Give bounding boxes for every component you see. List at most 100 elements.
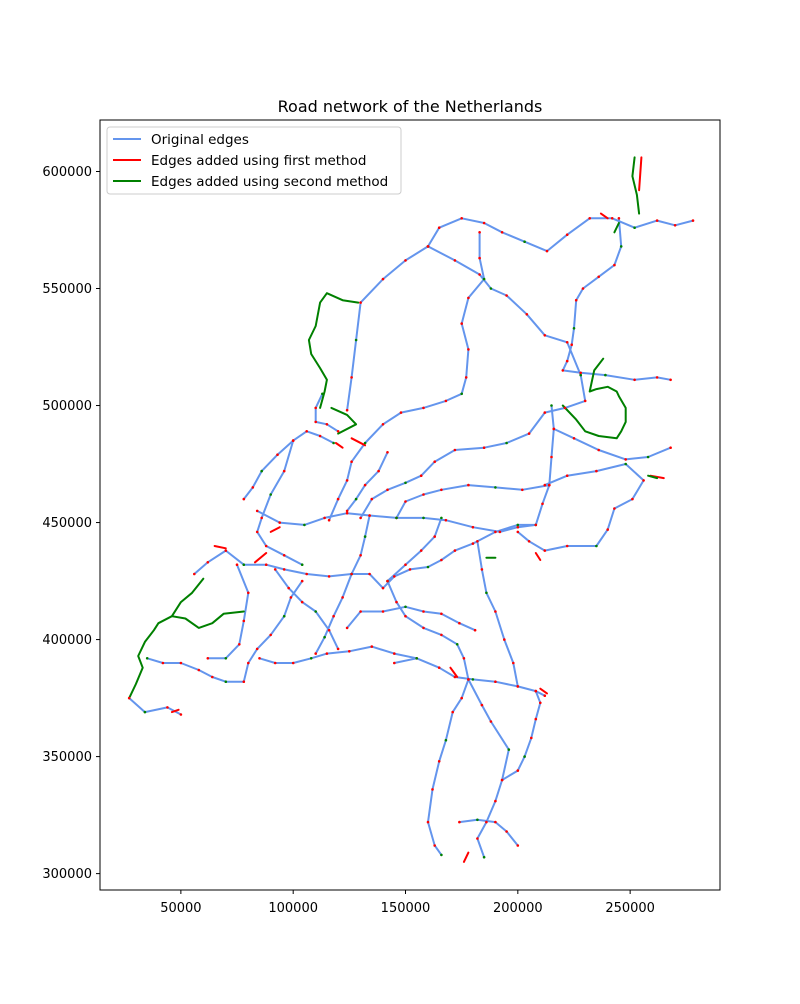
vertex-marker [581, 287, 585, 290]
vertex-marker [404, 500, 407, 503]
vertex-marker [314, 610, 318, 613]
original-edge [386, 580, 470, 856]
vertex-marker [145, 657, 149, 660]
vertex-marker [453, 675, 457, 679]
vertex-marker [467, 296, 470, 300]
vertex-marker [433, 460, 437, 464]
vertex-marker [669, 378, 672, 382]
vertex-marker [471, 542, 475, 545]
vertex-marker [321, 392, 324, 396]
vertex-marker [597, 275, 600, 279]
vertex-marker [437, 666, 441, 669]
vertex-marker [345, 479, 349, 482]
vertex-marker [572, 327, 576, 330]
original-edge [256, 404, 555, 533]
second-method-edge [561, 357, 627, 440]
vertex-marker [545, 249, 549, 253]
vertex-marker [242, 619, 246, 623]
vertex-marker [282, 554, 286, 557]
original-edge [395, 484, 551, 519]
vertex-marker [534, 717, 538, 721]
vertex-marker [482, 221, 486, 225]
vertex-marker [565, 359, 569, 363]
first-method-edge-group [170, 156, 665, 863]
vertex-marker [426, 565, 430, 569]
vertex-marker [276, 453, 279, 457]
vertex-marker [393, 661, 396, 665]
vertex-marker [500, 231, 504, 234]
vertex-marker [444, 518, 448, 522]
vertex-marker [247, 661, 250, 665]
vertex-marker [368, 572, 371, 576]
vertex-marker [161, 661, 165, 665]
vertex-marker [512, 661, 515, 665]
vertex-marker [370, 645, 374, 648]
vertex-marker [597, 448, 600, 452]
vertex-marker [467, 678, 470, 681]
vertex-marker [530, 736, 533, 740]
vertex-marker [523, 240, 526, 243]
legend-box [106, 126, 402, 195]
vertex-marker [422, 406, 425, 410]
vertex-marker [323, 516, 326, 520]
first-method-edge [254, 552, 268, 564]
edge-vertex-markers [127, 217, 695, 859]
legend-label-original: Original edges [151, 132, 249, 148]
vertex-marker [348, 650, 351, 653]
vertex-marker [354, 338, 358, 342]
vertex-marker [460, 392, 464, 396]
legend-label-first-method: Edges added using first method [151, 153, 366, 169]
vertex-marker [314, 652, 318, 655]
vertex-marker [550, 455, 553, 459]
vertex-marker [282, 614, 286, 618]
vertex-marker [206, 561, 210, 564]
vertex-marker [345, 511, 349, 515]
first-method-edge [534, 552, 542, 561]
vertex-marker [399, 411, 403, 414]
vertex-marker [415, 657, 419, 660]
y-tick-label: 350000 [42, 750, 92, 765]
vertex-marker [471, 678, 475, 681]
vertex-marker [314, 420, 318, 424]
vertex-marker [363, 441, 367, 445]
vertex-marker [278, 521, 282, 524]
vertex-marker [505, 441, 508, 445]
vertex-marker [381, 586, 385, 590]
vertex-marker [251, 486, 255, 489]
x-tick-label: 50000 [160, 901, 201, 916]
vertex-marker [588, 217, 591, 220]
original-edge [314, 514, 371, 655]
vertex-marker [291, 439, 295, 442]
vertex-marker [494, 486, 497, 489]
plot-area [99, 119, 721, 891]
vertex-marker [359, 554, 362, 557]
vertex-marker [548, 483, 551, 487]
vertex-marker [363, 535, 367, 538]
legend: Original edges Edges added using first m… [106, 126, 402, 195]
vertex-marker [282, 469, 286, 473]
vertex-marker [485, 591, 488, 595]
vertex-marker [516, 844, 520, 847]
vertex-marker [606, 528, 609, 531]
vertex-marker [503, 638, 506, 641]
vertex-marker [332, 441, 335, 445]
vertex-marker [350, 460, 353, 464]
vertex-marker [273, 568, 277, 571]
vertex-marker [422, 516, 425, 520]
vertex-marker [473, 628, 477, 632]
y-tick-label: 600000 [42, 165, 92, 180]
vertex-marker [613, 507, 616, 510]
vertex-marker [516, 523, 520, 527]
vertex-marker [404, 605, 407, 609]
vertex-marker [359, 516, 362, 520]
vertex-marker [419, 474, 423, 478]
vertex-marker [485, 820, 488, 824]
vertex-marker [327, 575, 331, 578]
vertex-marker [305, 430, 309, 433]
vertex-marker [655, 376, 659, 379]
vertex-marker [489, 720, 493, 723]
vertex-marker [359, 301, 362, 304]
vertex-marker [521, 488, 524, 492]
vertex-marker [534, 689, 538, 693]
vertex-marker [325, 423, 329, 426]
